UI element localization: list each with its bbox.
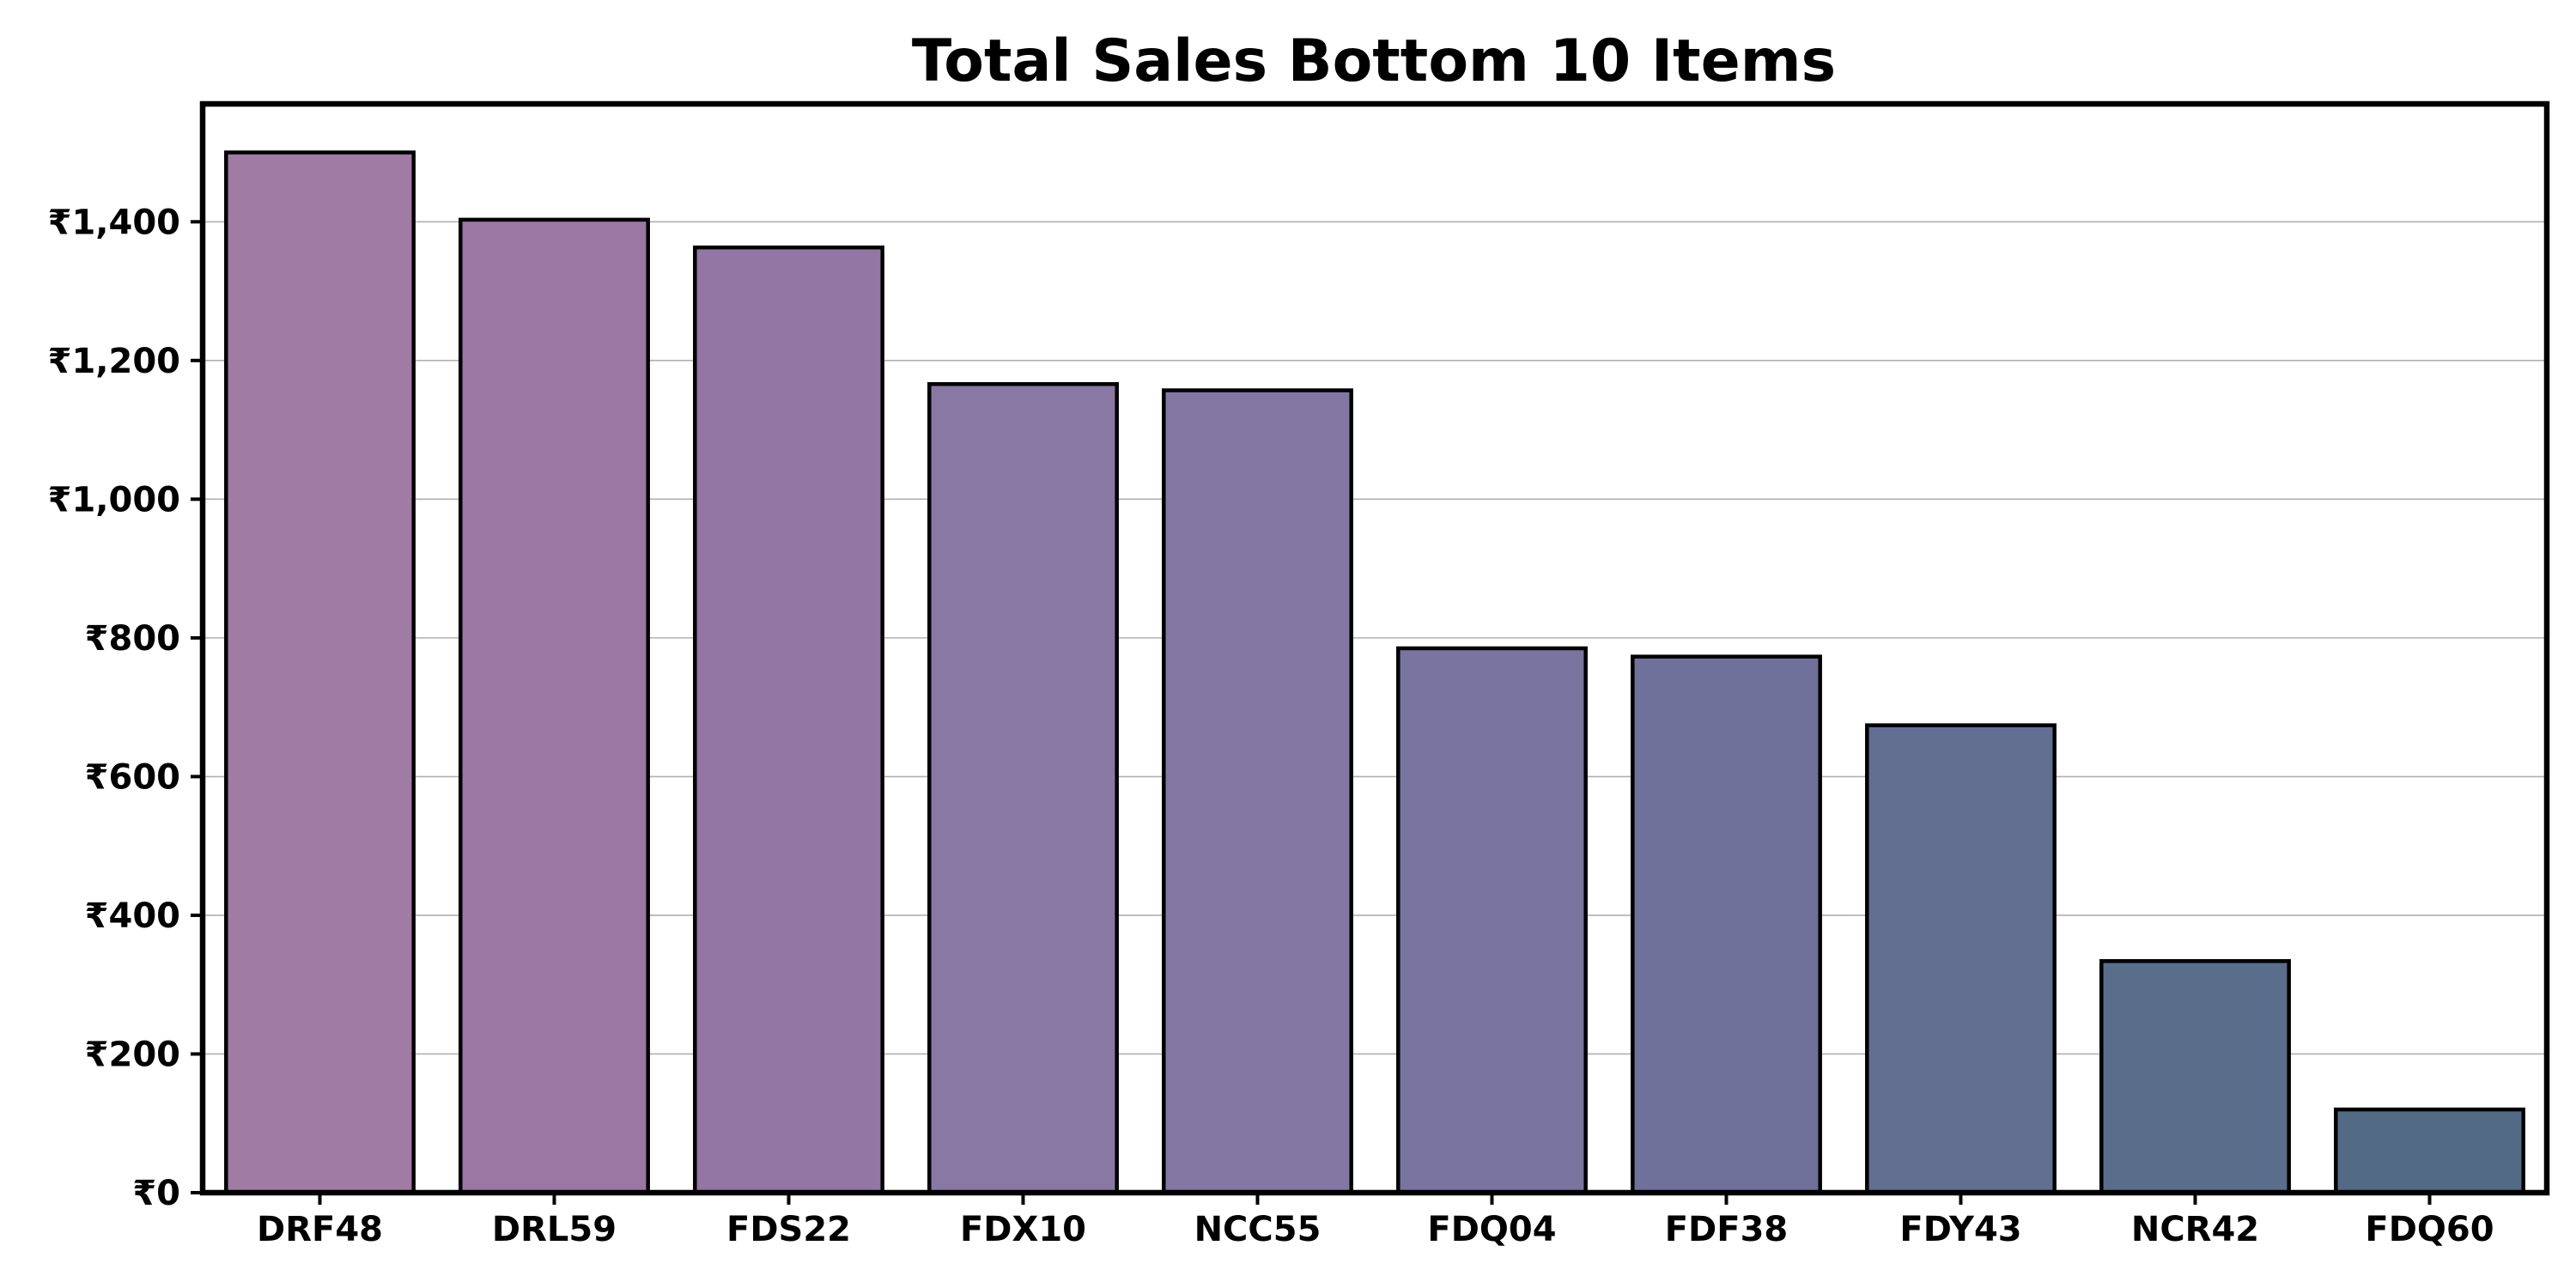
bars xyxy=(224,150,2525,1195)
x-tick-label: FDQ60 xyxy=(2365,1210,2494,1249)
bar-ncr42 xyxy=(2099,958,2291,1195)
bar-drl59 xyxy=(459,217,650,1195)
x-tick-label: FDQ04 xyxy=(1427,1210,1556,1249)
plot-frame xyxy=(199,100,2550,1196)
y-tick-label: ₹1,400 xyxy=(48,203,180,242)
x-tick-label: FDS22 xyxy=(726,1210,851,1249)
bar-fds22 xyxy=(693,245,884,1195)
y-tick-label: ₹400 xyxy=(85,896,180,936)
bar-fdq60 xyxy=(2334,1107,2525,1195)
x-axis: DRF48 DRL59 FDS22 FDX10 NCC55 FDQ04 FDF38 FDY43… xyxy=(257,1193,2494,1249)
y-tick-label: ₹1,200 xyxy=(48,342,180,381)
x-tick-label: NCR42 xyxy=(2131,1210,2259,1249)
bar-fdx10 xyxy=(927,382,1119,1195)
y-tick-label: ₹200 xyxy=(85,1035,180,1074)
y-axis: ₹0 ₹200 ₹400 ₹600 ₹800 ₹1,000 ₹1,200 ₹1,400 xyxy=(48,203,203,1213)
x-tick-label: FDY43 xyxy=(1899,1210,2021,1249)
bar-fdy43 xyxy=(1865,723,2057,1195)
bar-drf48 xyxy=(224,150,416,1195)
y-tick-label: ₹800 xyxy=(85,619,180,659)
bar-fdf38 xyxy=(1631,654,1822,1195)
y-tick-label: ₹0 xyxy=(132,1174,180,1213)
bar-ncc55 xyxy=(1162,388,1353,1195)
x-tick-label: FDF38 xyxy=(1665,1210,1789,1249)
x-tick-label: FDX10 xyxy=(960,1210,1086,1249)
y-tick-label: ₹1,000 xyxy=(48,480,180,519)
y-tick-label: ₹600 xyxy=(85,757,180,797)
chart-title: Total Sales Bottom 10 Items xyxy=(912,27,1836,95)
x-tick-label: NCC55 xyxy=(1194,1210,1321,1249)
x-tick-label: DRF48 xyxy=(257,1210,383,1249)
x-tick-label: DRL59 xyxy=(492,1210,617,1249)
bar-fdq04 xyxy=(1396,646,1588,1195)
